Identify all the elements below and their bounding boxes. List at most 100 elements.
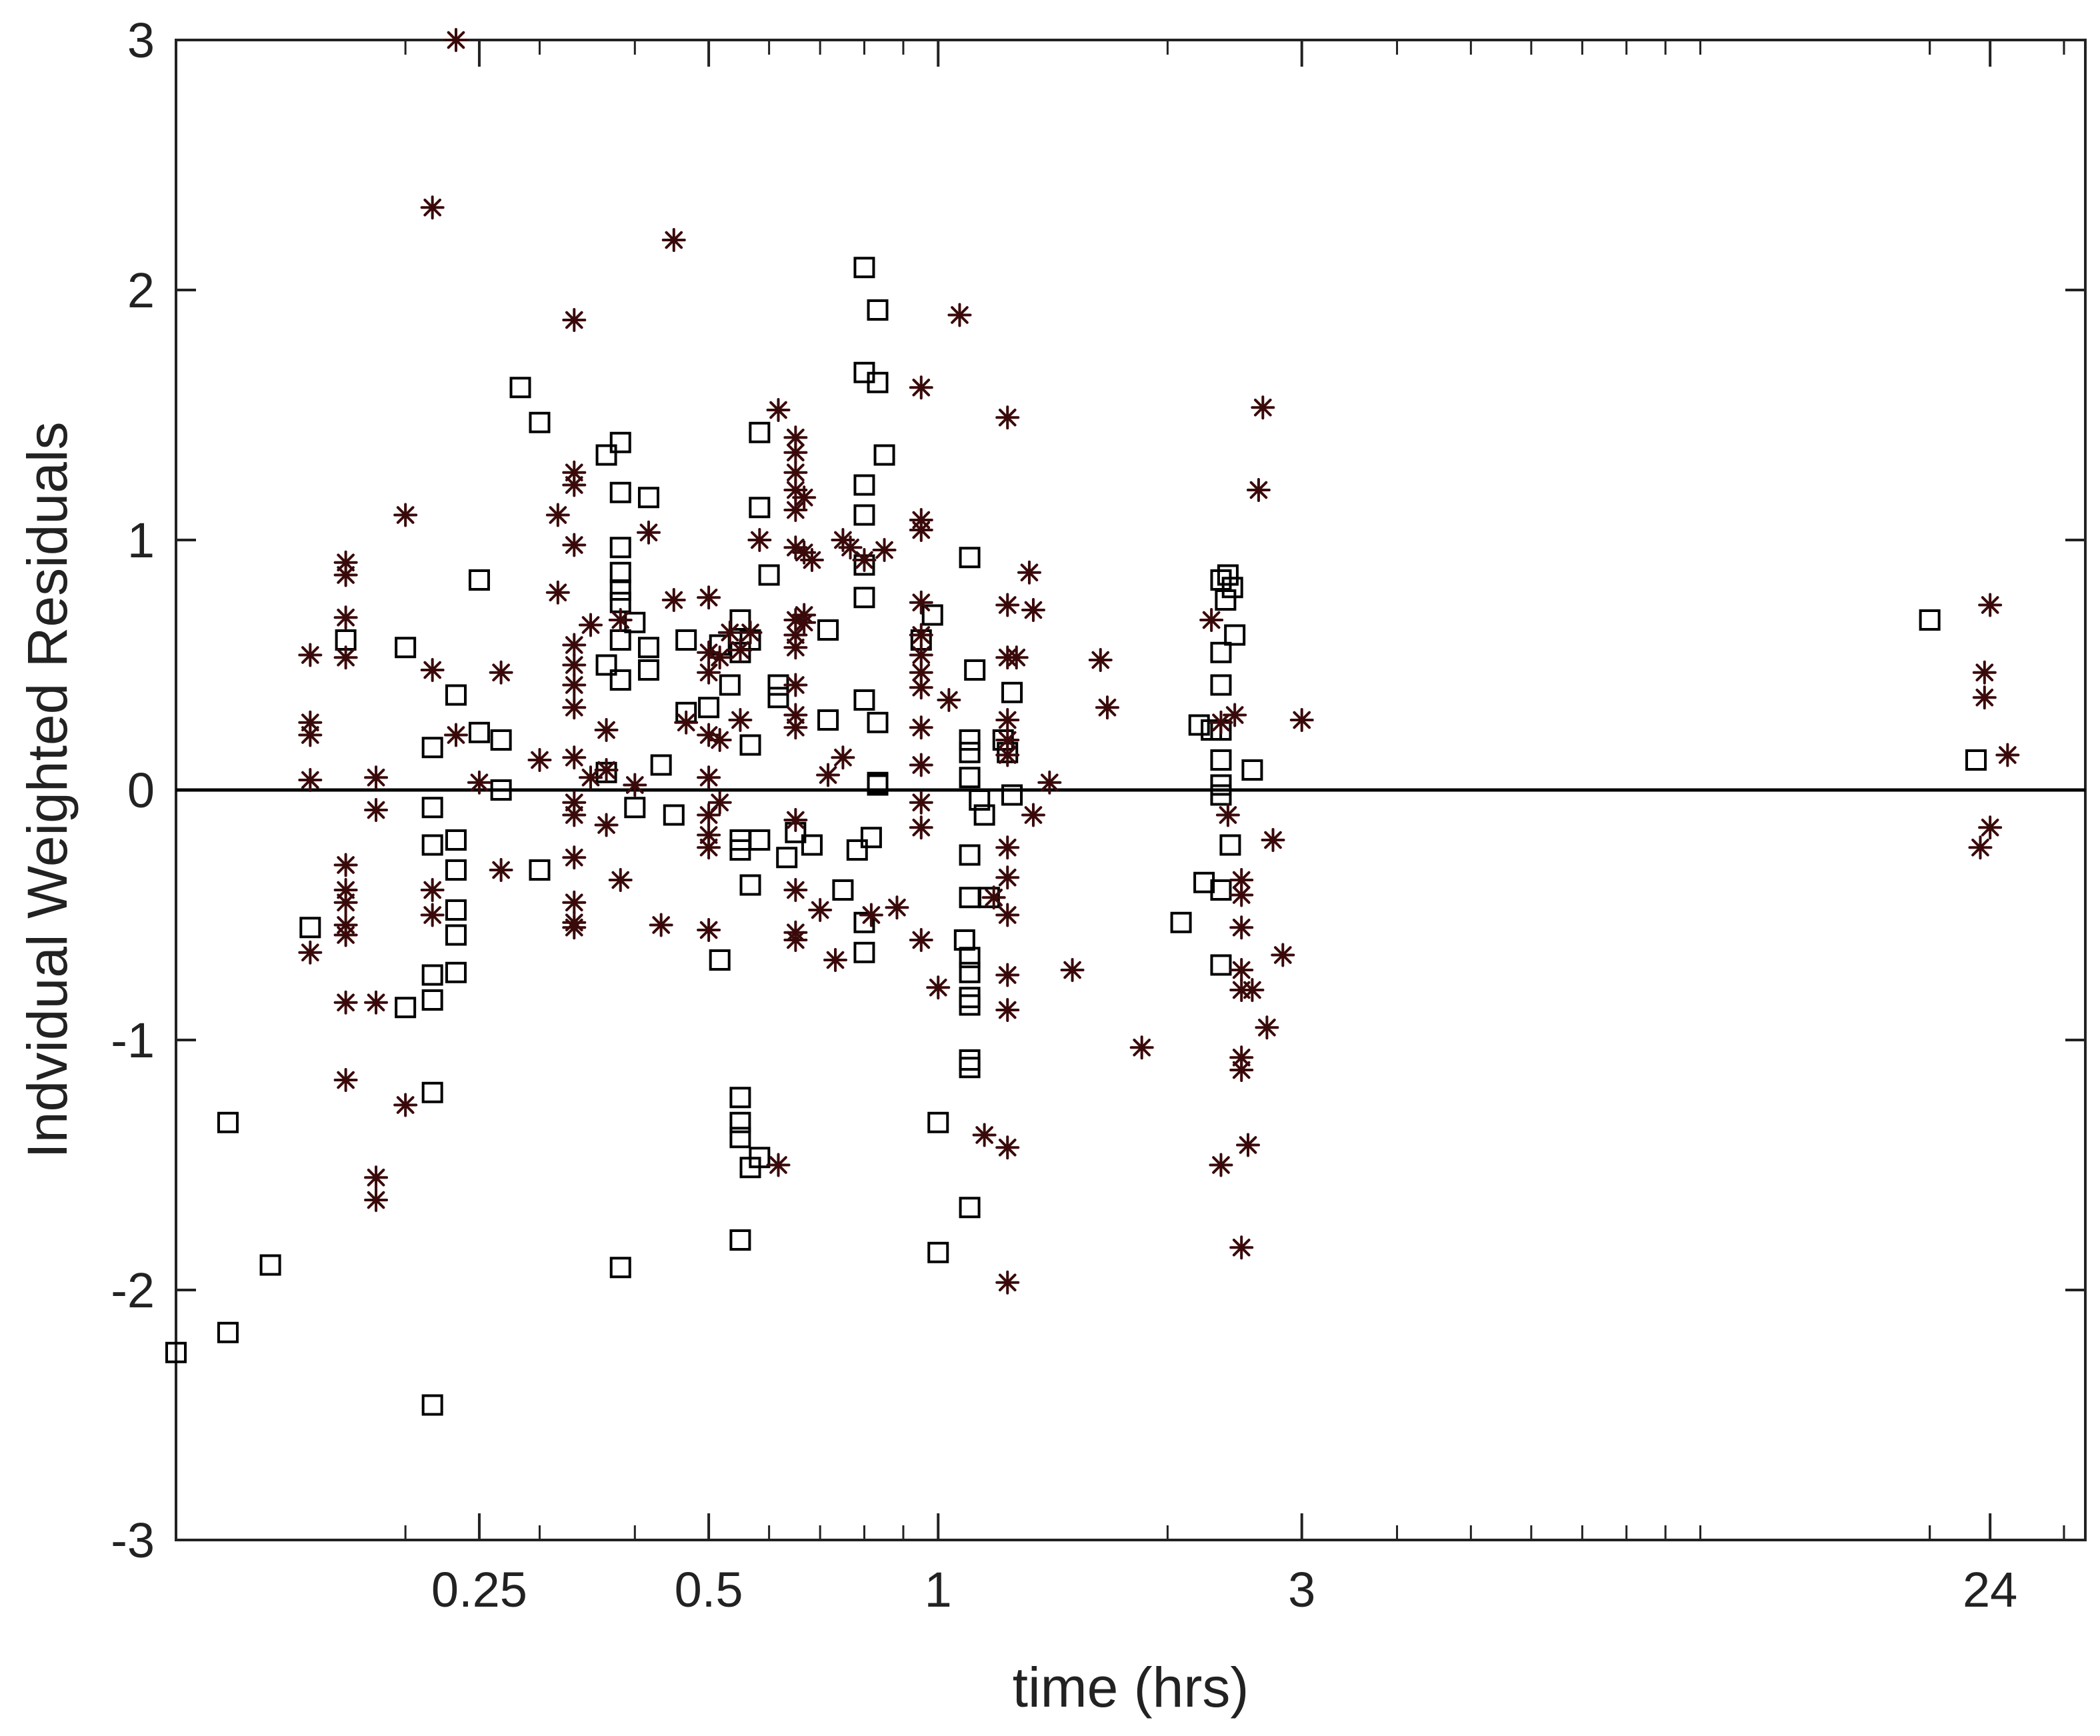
star-marker bbox=[443, 723, 468, 747]
y-tick-label: -1 bbox=[111, 1013, 155, 1068]
star-marker bbox=[298, 940, 323, 965]
square-marker bbox=[959, 844, 981, 866]
star-marker bbox=[1129, 1035, 1154, 1060]
square-marker bbox=[1221, 577, 1243, 599]
star-marker bbox=[717, 620, 742, 645]
star-marker bbox=[562, 473, 587, 497]
square-marker bbox=[1210, 674, 1232, 696]
star-marker bbox=[333, 923, 358, 947]
square-marker bbox=[421, 834, 443, 856]
square-marker bbox=[853, 911, 875, 933]
star-marker bbox=[1240, 978, 1265, 1002]
star-marker bbox=[1251, 395, 1275, 420]
star-marker bbox=[636, 520, 661, 545]
star-marker bbox=[333, 563, 358, 587]
star-marker bbox=[909, 753, 933, 777]
x-tick-label: 0.5 bbox=[675, 1562, 743, 1617]
square-marker bbox=[445, 684, 467, 706]
star-marker bbox=[562, 915, 587, 940]
star-marker bbox=[808, 898, 833, 922]
star-marker bbox=[995, 405, 1020, 430]
square-marker bbox=[624, 611, 646, 633]
y-tick-label: 3 bbox=[127, 13, 155, 68]
star-marker bbox=[783, 715, 808, 740]
square-marker bbox=[1241, 759, 1263, 781]
star-marker bbox=[697, 765, 721, 790]
star-marker bbox=[298, 723, 323, 747]
star-marker bbox=[707, 645, 732, 670]
square-marker bbox=[817, 709, 839, 731]
square-marker bbox=[468, 721, 490, 743]
star-marker bbox=[1978, 815, 2003, 840]
star-marker bbox=[594, 758, 619, 782]
star-marker bbox=[527, 748, 552, 772]
star-marker bbox=[1995, 743, 2020, 767]
square-marker bbox=[749, 1147, 771, 1169]
star-marker bbox=[1004, 645, 1029, 670]
square-marker bbox=[853, 474, 875, 496]
star-marker bbox=[766, 398, 791, 422]
y-tick-label: -3 bbox=[111, 1513, 155, 1568]
star-marker bbox=[364, 990, 389, 1015]
star-marker bbox=[562, 633, 587, 657]
star-marker bbox=[562, 533, 587, 557]
square-marker bbox=[853, 689, 875, 711]
square-marker bbox=[1001, 681, 1023, 703]
star-marker bbox=[1246, 478, 1271, 502]
star-marker bbox=[1236, 1133, 1261, 1157]
square-marker bbox=[165, 1341, 187, 1363]
y-tick-label: -2 bbox=[111, 1263, 155, 1318]
square-marker bbox=[927, 1111, 949, 1133]
star-marker bbox=[872, 538, 897, 562]
star-marker bbox=[909, 790, 933, 815]
square-marker bbox=[490, 779, 512, 801]
star-marker bbox=[1271, 943, 1295, 967]
star-marker bbox=[1209, 710, 1233, 735]
star-marker bbox=[562, 845, 587, 870]
square-marker bbox=[1210, 879, 1232, 901]
star-marker bbox=[995, 865, 1020, 890]
star-marker bbox=[364, 1165, 389, 1190]
star-marker bbox=[489, 858, 513, 882]
square-marker bbox=[749, 497, 771, 519]
star-marker bbox=[333, 605, 358, 630]
square-marker bbox=[1210, 954, 1232, 976]
square-marker bbox=[595, 654, 617, 676]
square-marker bbox=[421, 737, 443, 759]
square-marker bbox=[445, 859, 467, 881]
star-marker bbox=[995, 998, 1020, 1022]
square-marker bbox=[445, 961, 467, 983]
star-marker bbox=[674, 710, 699, 735]
square-marker bbox=[1210, 784, 1232, 806]
star-marker bbox=[364, 1188, 389, 1212]
star-marker bbox=[420, 903, 445, 927]
square-marker bbox=[609, 669, 631, 691]
star-marker bbox=[1261, 828, 1285, 852]
square-marker bbox=[739, 874, 761, 896]
star-marker bbox=[859, 903, 883, 927]
star-marker bbox=[562, 803, 587, 827]
square-marker bbox=[709, 949, 731, 971]
star-marker bbox=[545, 503, 570, 527]
square-marker bbox=[927, 1241, 949, 1263]
star-marker bbox=[1972, 685, 1997, 710]
data-points bbox=[165, 28, 2020, 1416]
y-axis: -3 -2 -1 0 1 2 3 bbox=[111, 13, 2085, 1568]
square-marker bbox=[421, 797, 443, 819]
square-marker bbox=[959, 767, 981, 789]
star-marker bbox=[1229, 958, 1254, 982]
square-marker bbox=[964, 659, 986, 681]
square-marker bbox=[921, 604, 943, 626]
star-marker bbox=[947, 303, 972, 327]
star-marker bbox=[995, 963, 1020, 987]
square-marker bbox=[801, 834, 823, 856]
star-marker bbox=[489, 660, 513, 685]
star-marker bbox=[852, 548, 877, 572]
star-marker bbox=[937, 688, 961, 712]
x-tick-label: 24 bbox=[1963, 1562, 2017, 1617]
star-marker bbox=[333, 890, 358, 915]
square-marker bbox=[299, 917, 321, 939]
star-marker bbox=[783, 808, 808, 832]
star-marker bbox=[298, 768, 323, 792]
star-marker bbox=[783, 673, 808, 697]
